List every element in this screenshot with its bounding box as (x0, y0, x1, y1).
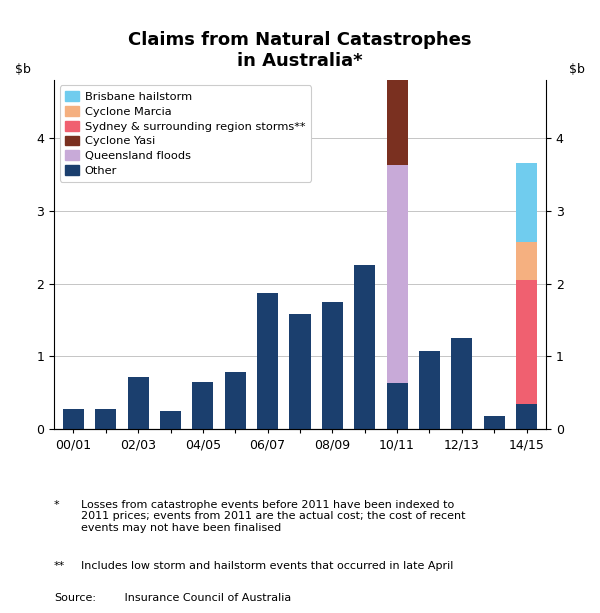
Text: Insurance Council of Australia: Insurance Council of Australia (114, 593, 291, 603)
Bar (289, 314, 311, 429)
Text: $b: $b (569, 63, 586, 76)
Bar (516, 280, 537, 403)
Bar (225, 372, 246, 429)
Text: Includes low storm and hailstorm events that occurred in late April: Includes low storm and hailstorm events … (81, 561, 454, 571)
Bar (128, 376, 149, 429)
Text: $b: $b (14, 63, 31, 76)
Text: Source:: Source: (54, 593, 96, 603)
Bar (451, 338, 472, 429)
Bar (516, 242, 537, 280)
Bar (160, 411, 181, 429)
Bar (386, 165, 407, 383)
Bar (95, 409, 116, 429)
Bar (516, 164, 537, 242)
Bar (484, 416, 505, 429)
Bar (516, 403, 537, 429)
Bar (354, 265, 375, 429)
Legend: Brisbane hailstorm, Cyclone Marcia, Sydney & surrounding region storms**, Cyclon: Brisbane hailstorm, Cyclone Marcia, Sydn… (59, 85, 311, 181)
Bar (386, 56, 407, 165)
Bar (386, 383, 407, 429)
Title: Claims from Natural Catastrophes
in Australia*: Claims from Natural Catastrophes in Aust… (128, 31, 472, 70)
Bar (257, 293, 278, 429)
Text: *: * (54, 500, 59, 509)
Bar (193, 382, 214, 429)
Text: Losses from catastrophe events before 2011 have been indexed to
2011 prices; eve: Losses from catastrophe events before 20… (81, 500, 466, 533)
Bar (63, 409, 84, 429)
Bar (419, 351, 440, 429)
Bar (322, 302, 343, 429)
Text: **: ** (54, 561, 65, 571)
